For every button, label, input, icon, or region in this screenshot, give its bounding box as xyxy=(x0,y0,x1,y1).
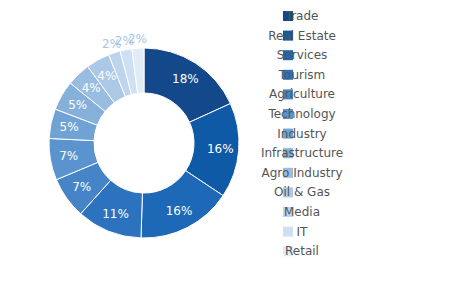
svg-text:Technology: Technology xyxy=(267,107,335,121)
svg-text:Services: Services xyxy=(277,48,328,62)
svg-text:Retail: Retail xyxy=(285,244,319,258)
svg-text:Industry: Industry xyxy=(277,127,326,141)
svg-text:Agriculture: Agriculture xyxy=(269,87,335,101)
svg-text:2%: 2% xyxy=(102,37,122,52)
svg-text:2%: 2% xyxy=(114,33,134,48)
svg-text:Real Estate: Real Estate xyxy=(268,29,336,43)
svg-text:IT: IT xyxy=(297,225,309,239)
svg-text:Infrastructure: Infrastructure xyxy=(261,146,343,160)
svg-text:7%: 7% xyxy=(59,149,78,163)
svg-text:16%: 16% xyxy=(207,142,234,156)
svg-text:7%: 7% xyxy=(72,180,91,194)
svg-text:Oil & Gas: Oil & Gas xyxy=(274,185,330,199)
svg-text:4%: 4% xyxy=(81,80,101,95)
svg-text:Agro Industry: Agro Industry xyxy=(261,166,342,180)
svg-text:4%: 4% xyxy=(97,69,116,83)
svg-text:18%: 18% xyxy=(172,72,199,86)
svg-text:2%: 2% xyxy=(128,32,147,46)
svg-text:5%: 5% xyxy=(68,98,87,112)
svg-text:Trade: Trade xyxy=(285,9,319,23)
svg-text:16%: 16% xyxy=(166,204,193,218)
svg-text:Media: Media xyxy=(284,205,320,219)
svg-text:5%: 5% xyxy=(60,120,79,134)
svg-text:Tourism: Tourism xyxy=(278,68,325,82)
svg-text:11%: 11% xyxy=(102,207,129,221)
